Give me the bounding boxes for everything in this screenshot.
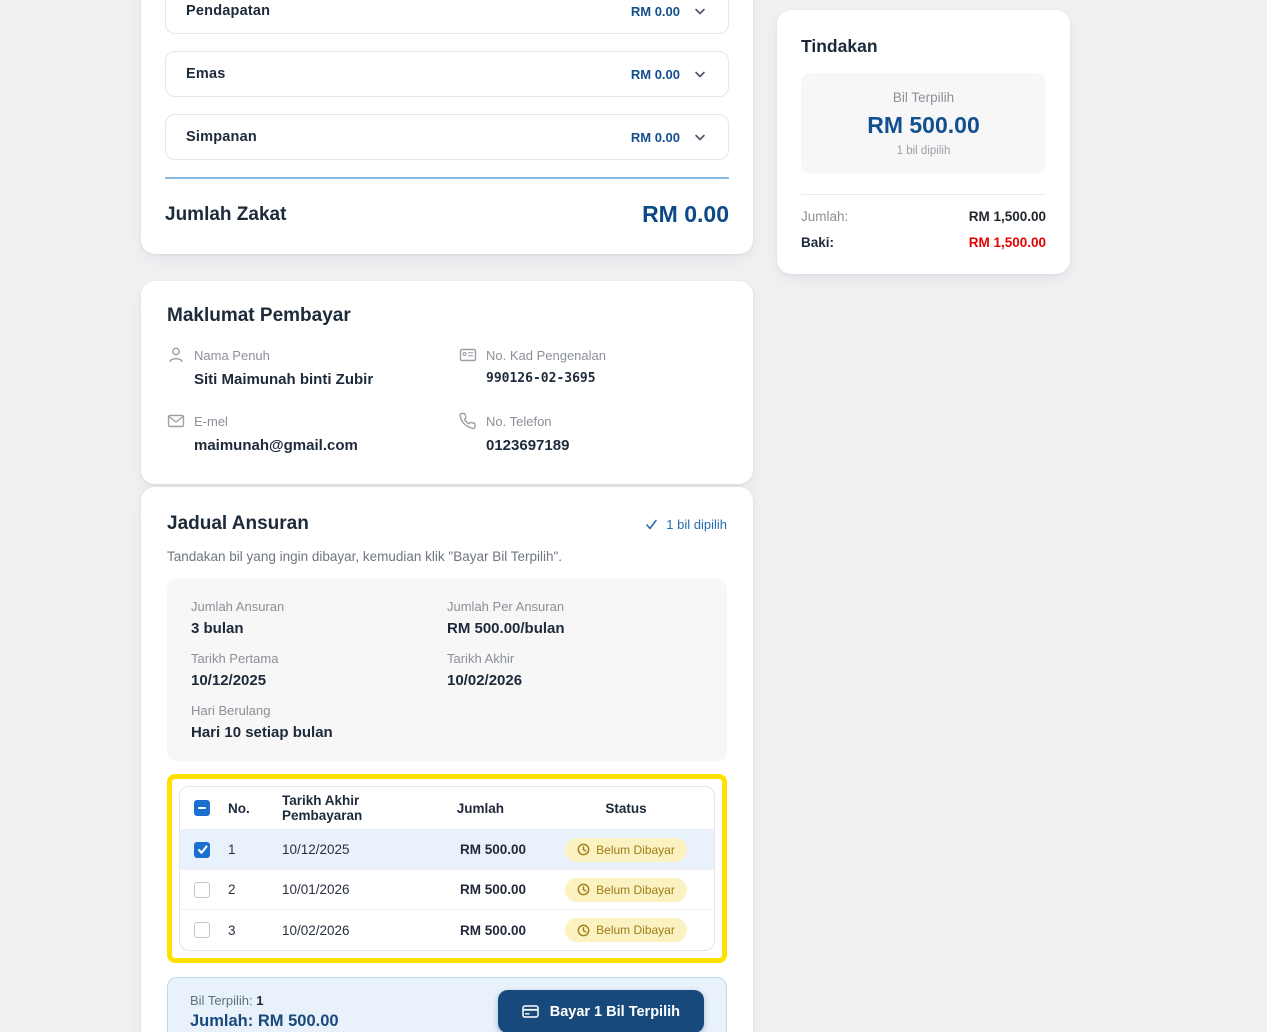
chevron-down-icon [692,129,708,145]
status-badge: Belum Dibayar [565,918,687,942]
schedule-title: Jadual Ansuran [167,513,309,534]
zakat-calculator-card: Pendapatan RM 0.00 Emas RM 0.00 Simpanan… [141,0,753,254]
tindakan-title: Tindakan [801,36,878,56]
selected-count-text: 1 bil dipilih [666,516,727,532]
table-header-row: No. Tarikh Akhir Pembayaran Jumlah Statu… [180,787,714,830]
selected-bill-summary: Bil Terpilih RM 500.00 1 bil dipilih [801,73,1046,174]
jumlah-label: Jumlah: [801,209,849,224]
baki-value: RM 1,500.00 [968,235,1046,250]
col-header-amount: Jumlah [456,800,504,816]
clock-icon [577,843,590,856]
jumlah-value: RM 1,500.00 [968,209,1046,224]
indeterminate-mark-icon [198,806,206,810]
col-header-no: No. [228,800,250,816]
status-badge: Belum Dibayar [565,877,687,902]
row-amount: RM 500.00 [459,882,526,897]
schedule-instruction: Tandakan bil yang ingin dibayar, kemudia… [167,549,563,564]
footer-total: Jumlah: RM 500.00 [190,1011,339,1030]
summary-item: Tarikh Akhir 10/02/2026 [447,651,523,689]
field-value: Siti Maimunah binti Zubir [194,371,374,388]
field-value: 0123697189 [486,437,570,454]
clock-icon [577,924,590,937]
payer-card-title: Maklumat Pembayar [167,305,351,326]
selected-bill-label: Bil Terpilih [892,90,955,105]
mail-icon [167,412,185,430]
row-checkbox[interactable] [194,922,210,938]
field-emel: E-mel maimunah@gmail.com [167,412,435,454]
divider [165,177,729,179]
row-date: 10/12/2025 [282,842,350,857]
credit-card-icon [521,1003,539,1020]
field-telefon: No. Telefon 0123697189 [459,412,727,454]
field-label: No. Kad Pengenalan [486,347,606,363]
clock-icon [577,883,590,896]
row-checkbox[interactable] [194,881,210,898]
row-amount: RM 500.00 [459,922,526,938]
summary-item: Jumlah Per Ansuran RM 500.00/bulan [447,599,565,637]
field-label: No. Telefon [486,413,552,429]
table-row[interactable]: 3 10/02/2026 RM 500.00 Belum Dibayar [180,910,714,950]
selection-footer-bar: Bil Terpilih: 1 Jumlah: RM 500.00 Bayar … [167,977,727,1032]
summary-item: Jumlah Ansuran 3 bulan [191,599,285,637]
field-kad-pengenalan: No. Kad Pengenalan 990126-02-3695 [459,346,727,388]
accordion-simpanan[interactable]: Simpanan RM 0.00 [165,114,729,160]
field-nama-penuh: Nama Penuh Siti Maimunah binti Zubir [167,346,435,388]
row-no: 1 [228,842,236,857]
accordion-amount: RM 0.00 [630,3,680,19]
row-amount: RM 500.00 [459,842,526,857]
status-badge: Belum Dibayar [565,837,687,862]
check-icon [197,844,208,855]
phone-icon [459,412,477,430]
field-value: maimunah@gmail.com [194,437,358,454]
selected-bill-amount: RM 500.00 [867,112,980,138]
divider [801,194,1046,195]
footer-selected-count: Bil Terpilih: 1 [190,992,264,1008]
tindakan-card: Tindakan Bil Terpilih RM 500.00 1 bil di… [777,10,1070,274]
chevron-down-icon [692,3,708,19]
accordion-label: Simpanan [186,129,257,145]
baki-label: Baki: [801,235,835,250]
summary-item: Hari Berulang Hari 10 setiap bulan [191,703,333,741]
accordion-label: Emas [186,66,226,82]
highlighted-table-region: No. Tarikh Akhir Pembayaran Jumlah Statu… [167,774,727,963]
installment-table: No. Tarikh Akhir Pembayaran Jumlah Statu… [179,786,715,951]
field-label: E-mel [194,413,228,429]
installment-summary: Jumlah Ansuran 3 bulan Jumlah Per Ansura… [167,579,727,761]
row-checkbox[interactable] [194,841,210,858]
row-no: 2 [228,882,236,897]
installment-schedule-card: Jadual Ansuran 1 bil dipilih Tandakan bi… [141,487,753,1032]
select-all-checkbox[interactable] [194,800,210,816]
payer-info-card: Maklumat Pembayar Nama Penuh Siti Maimun… [141,281,753,484]
col-header-status: Status [605,800,647,816]
person-icon [167,346,185,364]
selected-bill-count: 1 bil dipilih [896,145,951,157]
row-date: 10/01/2026 [282,882,350,897]
field-label: Nama Penuh [194,347,270,363]
field-value: 990126-02-3695 [486,371,596,386]
accordion-amount: RM 0.00 [630,129,680,145]
selected-count-note: 1 bil dipilih [645,517,727,532]
pay-selected-bills-button[interactable]: Bayar 1 Bil Terpilih [497,990,704,1032]
summary-item: Tarikh Pertama 10/12/2025 [191,651,279,689]
col-header-date: Tarikh Akhir Pembayaran [282,793,363,823]
accordion-amount: RM 0.00 [630,66,680,82]
accordion-pendapatan[interactable]: Pendapatan RM 0.00 [165,0,729,34]
id-card-icon [459,346,477,364]
zakat-total-amount: RM 0.00 [642,201,729,227]
check-icon [645,518,658,531]
chevron-down-icon [692,66,708,82]
row-date: 10/02/2026 [282,922,350,938]
row-no: 3 [228,922,236,938]
accordion-label: Pendapatan [186,3,271,19]
zakat-total-label: Jumlah Zakat [165,203,287,225]
accordion-emas[interactable]: Emas RM 0.00 [165,51,729,97]
table-row[interactable]: 2 10/01/2026 RM 500.00 Belum Dibayar [180,870,714,910]
table-row[interactable]: 1 10/12/2025 RM 500.00 Belum Dibayar [180,830,714,870]
